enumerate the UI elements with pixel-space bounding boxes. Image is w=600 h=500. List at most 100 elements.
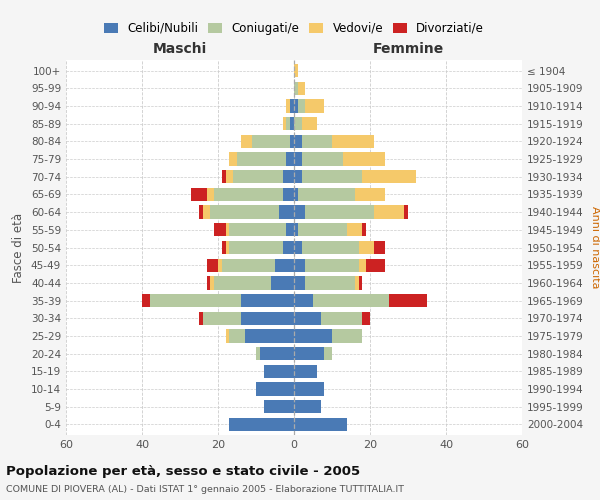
Bar — [229, 330, 245, 342]
Bar — [226, 330, 229, 342]
Bar — [229, 241, 283, 254]
Bar — [362, 223, 366, 236]
Bar — [226, 170, 233, 183]
Bar — [226, 241, 229, 254]
Bar — [404, 206, 408, 219]
Bar — [290, 117, 294, 130]
Bar — [237, 152, 286, 166]
Bar — [294, 347, 325, 360]
Text: Femmine: Femmine — [373, 42, 443, 56]
Bar — [218, 258, 222, 272]
Bar — [286, 152, 294, 166]
Bar — [294, 294, 313, 307]
Bar — [302, 134, 332, 148]
Bar — [294, 206, 305, 219]
Bar — [359, 258, 366, 272]
Bar — [263, 364, 294, 378]
Bar — [214, 223, 226, 236]
Bar — [283, 170, 294, 183]
Bar — [226, 223, 229, 236]
Bar — [199, 206, 203, 219]
Bar — [325, 347, 332, 360]
Bar — [294, 400, 320, 413]
Bar — [206, 276, 211, 289]
Bar — [374, 241, 385, 254]
Bar — [233, 170, 283, 183]
Bar — [286, 100, 290, 112]
Bar — [355, 188, 385, 201]
Bar — [305, 100, 325, 112]
Bar — [294, 82, 298, 95]
Bar — [294, 117, 302, 130]
Bar — [347, 223, 362, 236]
Bar — [305, 258, 359, 272]
Bar — [229, 152, 237, 166]
Bar — [294, 418, 347, 431]
Bar — [366, 258, 385, 272]
Bar — [211, 276, 214, 289]
Bar — [294, 100, 298, 112]
Bar — [283, 241, 294, 254]
Bar — [191, 188, 206, 201]
Bar — [332, 330, 362, 342]
Bar — [294, 364, 317, 378]
Bar — [229, 223, 286, 236]
Bar — [222, 258, 275, 272]
Bar — [313, 294, 389, 307]
Bar — [294, 170, 302, 183]
Bar — [374, 206, 404, 219]
Bar — [203, 312, 241, 325]
Bar — [206, 258, 218, 272]
Bar — [275, 258, 294, 272]
Bar — [222, 170, 226, 183]
Bar — [290, 134, 294, 148]
Bar — [302, 117, 317, 130]
Bar — [294, 276, 305, 289]
Bar — [286, 117, 290, 130]
Bar — [199, 312, 203, 325]
Bar — [298, 223, 347, 236]
Bar — [142, 294, 149, 307]
Bar — [359, 241, 374, 254]
Bar — [359, 276, 362, 289]
Text: Maschi: Maschi — [153, 42, 207, 56]
Bar — [260, 347, 294, 360]
Bar — [222, 241, 226, 254]
Bar — [305, 206, 374, 219]
Bar — [389, 294, 427, 307]
Bar — [294, 134, 302, 148]
Bar — [290, 100, 294, 112]
Y-axis label: Anni di nascita: Anni di nascita — [590, 206, 600, 289]
Bar — [298, 188, 355, 201]
Y-axis label: Fasce di età: Fasce di età — [13, 212, 25, 282]
Text: COMUNE DI PIOVERA (AL) - Dati ISTAT 1° gennaio 2005 - Elaborazione TUTTITALIA.IT: COMUNE DI PIOVERA (AL) - Dati ISTAT 1° g… — [6, 485, 404, 494]
Bar — [294, 258, 305, 272]
Bar — [298, 82, 305, 95]
Bar — [302, 152, 343, 166]
Text: Popolazione per età, sesso e stato civile - 2005: Popolazione per età, sesso e stato civil… — [6, 464, 360, 477]
Bar — [294, 241, 302, 254]
Bar — [294, 223, 298, 236]
Bar — [252, 134, 290, 148]
Bar — [203, 206, 211, 219]
Bar — [214, 188, 283, 201]
Bar — [256, 382, 294, 396]
Bar — [362, 170, 416, 183]
Bar — [241, 134, 252, 148]
Bar — [286, 223, 294, 236]
Bar — [298, 100, 305, 112]
Bar — [302, 241, 359, 254]
Bar — [320, 312, 362, 325]
Bar — [245, 330, 294, 342]
Bar — [149, 294, 241, 307]
Bar — [332, 134, 374, 148]
Bar — [214, 276, 271, 289]
Bar — [241, 294, 294, 307]
Bar — [241, 312, 294, 325]
Bar — [283, 117, 286, 130]
Bar — [355, 276, 359, 289]
Bar — [294, 64, 298, 77]
Bar — [305, 276, 355, 289]
Bar — [294, 152, 302, 166]
Bar — [362, 312, 370, 325]
